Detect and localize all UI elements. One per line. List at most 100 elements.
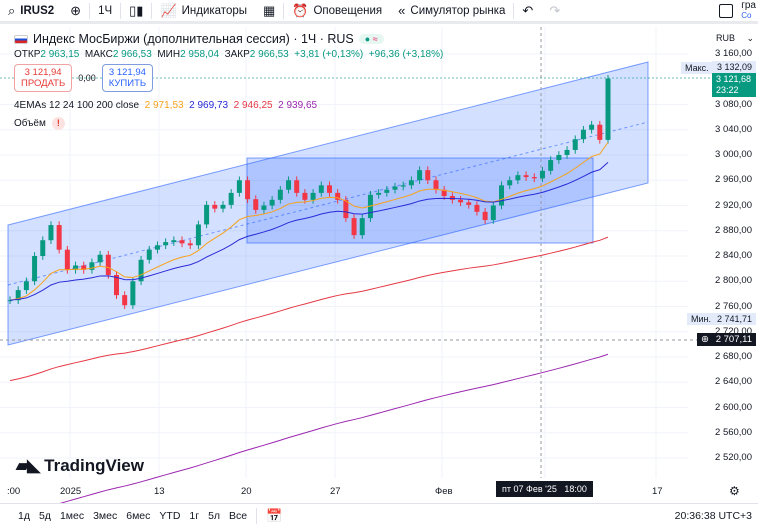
ema12-line [9, 142, 609, 301]
layout-name[interactable]: гра [741, 0, 756, 11]
ema-label: 4EMAs 12 24 100 200 close [14, 100, 140, 111]
volume-legend[interactable]: Объём! [14, 117, 443, 130]
ohlc-values: ОТКР2 963,15 МАКС2 966,53 МИН2 958,04 ЗА… [14, 49, 443, 60]
ema24-line [9, 162, 609, 301]
redo-icon: ↷ [549, 2, 561, 18]
candle-body [482, 211, 488, 221]
range-1d[interactable]: 1д [18, 509, 30, 522]
candle-body [179, 240, 185, 244]
layouts-button[interactable]: ▦ [255, 0, 283, 23]
candle-body [163, 242, 169, 246]
undo-button[interactable]: ↶ [514, 0, 541, 23]
candle-body [269, 199, 275, 206]
interval-button[interactable]: 1Ч [98, 4, 113, 17]
candle-body [56, 225, 62, 250]
square-icon [719, 3, 734, 18]
time-tick: 2025 [60, 486, 82, 497]
alerts-button[interactable]: ⏰ Оповещения [284, 0, 390, 23]
candle-body [580, 129, 586, 140]
calendar-goto-icon[interactable]: 📅 [266, 507, 283, 523]
add-plus-icon[interactable]: ⊕ [701, 334, 709, 345]
candle-body [261, 205, 267, 210]
range-ytd[interactable]: YTD [159, 509, 181, 522]
buy-button[interactable]: 3 121,94 КУПИТЬ [101, 64, 154, 92]
symbol-search[interactable]: ⌕ IRUS2 [0, 0, 62, 23]
candle-body [548, 160, 554, 171]
chart-area[interactable] [0, 27, 758, 503]
chart-type-button[interactable]: ▯▮ [121, 0, 151, 23]
replay-button[interactable]: « Симулятор рынка [390, 0, 513, 23]
candle-body [523, 175, 529, 178]
candle-body [539, 170, 545, 179]
candle-body [343, 199, 349, 219]
price-chart[interactable] [0, 27, 758, 503]
range-6m[interactable]: 6мес [126, 509, 151, 522]
candle-body [40, 240, 46, 256]
price-tick: 2 520,00 [715, 452, 752, 463]
candle-body [64, 249, 70, 270]
settings-icon[interactable]: ⚙ [729, 484, 740, 498]
symbol-label: IRUS2 [20, 4, 55, 17]
range-3m[interactable]: 3мес [93, 509, 118, 522]
price-tick: 2 760,00 [715, 300, 752, 312]
candle-body [515, 175, 521, 181]
candle-body [408, 180, 414, 186]
range-5y[interactable]: 5л [208, 509, 221, 522]
alarm-icon: ⏰ [292, 2, 309, 18]
ema12-value: 2 971,53 [144, 100, 184, 111]
crosshair-time: пт 07 Фев '25 18:00 [496, 481, 593, 497]
price-tick: 3 000,00 [715, 149, 752, 160]
crosshair-price-label: ⊕ 2 707,11 [697, 333, 756, 346]
candle-body [212, 204, 218, 209]
candle-body [425, 170, 431, 181]
candle-body [7, 300, 13, 302]
time-tick: 17 [652, 486, 663, 497]
candle-body [253, 199, 259, 210]
last-price-label: 3 121,68 23:22 [712, 73, 756, 97]
price-tick: 3 160,00 [715, 48, 752, 59]
save-status[interactable]: Со [741, 10, 752, 20]
range-5d[interactable]: 5д [38, 509, 51, 522]
range-1y[interactable]: 1г [189, 509, 200, 522]
candle-body [531, 177, 537, 179]
currency-select[interactable]: RUB ⌄ [716, 33, 754, 44]
crosshair-price: 2 707,11 [715, 334, 752, 345]
plus-circle-icon: ⊕ [70, 2, 82, 18]
candle-body [73, 265, 79, 270]
candle-body [187, 243, 193, 246]
max-label: Макс. [681, 62, 713, 74]
candle-body [597, 124, 603, 140]
min-label: Мин. [687, 313, 715, 325]
series-title: Индекс МосБиржи (дополнительная сессия) … [33, 32, 354, 46]
indicators-button[interactable]: 📈 Индикаторы [152, 0, 255, 23]
candle-body [318, 185, 324, 193]
undo-icon: ↶ [522, 2, 534, 18]
warning-icon[interactable]: ! [51, 117, 65, 130]
candle-body [326, 185, 332, 193]
candle-body [48, 225, 54, 241]
candle-body [32, 256, 38, 282]
range-all[interactable]: Все [229, 509, 248, 522]
ema-legend[interactable]: 4EMAs 12 24 100 200 close 2 971,53 2 969… [14, 100, 443, 111]
last-price: 3 121,68 [716, 74, 752, 84]
candle-body [302, 192, 308, 200]
high-label: МАКС [84, 49, 113, 60]
clock[interactable]: 20:36:38 UTC+3 [674, 509, 752, 522]
sell-button[interactable]: 3 121,94 ПРОДАТЬ [14, 64, 73, 92]
compare-button[interactable]: ⊕ [62, 0, 89, 23]
redo-button[interactable]: ↷ [541, 0, 568, 23]
indicators-icon: 📈 [160, 2, 177, 18]
candle-body [417, 170, 423, 181]
range-1m[interactable]: 1мес [59, 509, 85, 522]
candle-body [97, 254, 103, 263]
tradingview-logo[interactable]: ▰◣ TradingView [16, 456, 144, 476]
channel-midline [7, 121, 649, 286]
market-status-badge[interactable]: ● ≈ [358, 34, 384, 44]
high-value: 2 966,53 [112, 49, 152, 60]
candle-body [171, 240, 177, 243]
candle-body [359, 218, 365, 236]
rewind-icon: « [398, 3, 406, 18]
fullscreen-button[interactable] [711, 0, 741, 23]
bar-countdown: 23:22 [716, 85, 739, 95]
time-tick: :00 [7, 486, 21, 497]
